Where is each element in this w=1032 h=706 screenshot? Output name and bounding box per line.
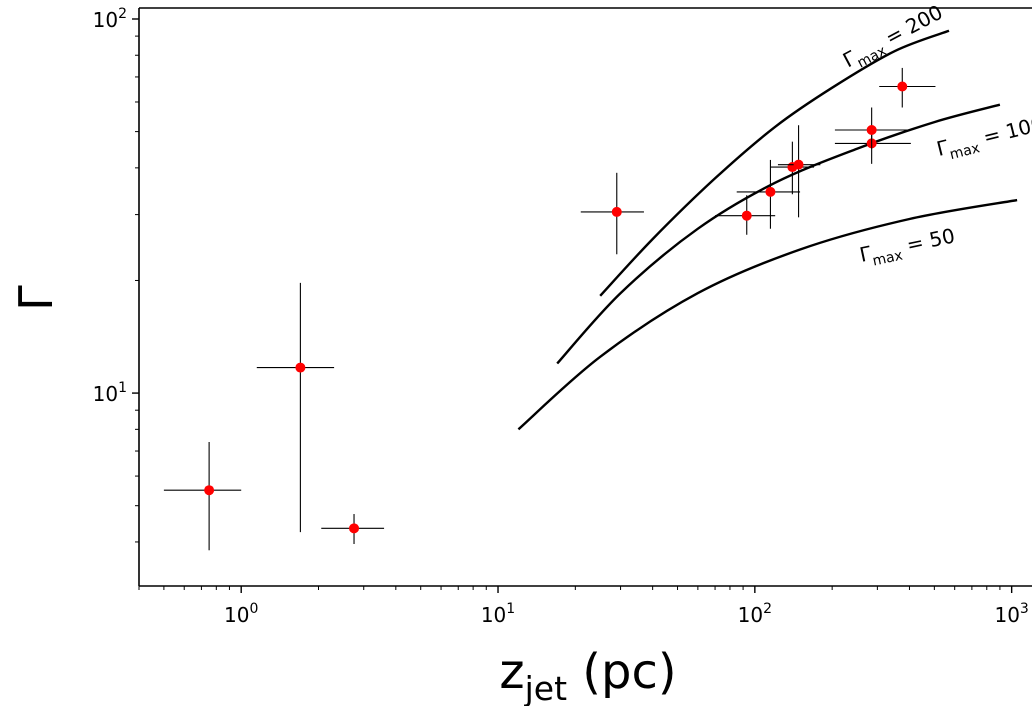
y-tick-label: 102 bbox=[93, 6, 127, 32]
point-marker bbox=[349, 523, 360, 534]
point-marker bbox=[204, 485, 215, 496]
x-tick-label: 100 bbox=[224, 601, 258, 627]
data-point bbox=[879, 67, 936, 108]
x-tick-base: 10 bbox=[224, 603, 249, 627]
x-axis-label-sub: jet bbox=[524, 669, 567, 706]
point-marker bbox=[866, 124, 877, 135]
point-marker bbox=[793, 159, 804, 170]
model-curve-gmax-50 bbox=[517, 198, 1018, 431]
point-marker bbox=[765, 186, 776, 197]
model-curve-gmax-100 bbox=[556, 103, 1001, 365]
x-axis-label: zjet (pc) bbox=[499, 644, 676, 706]
data-point bbox=[256, 282, 335, 533]
plot-area bbox=[139, 8, 1032, 586]
x-axis-label-main: z bbox=[499, 644, 524, 700]
curve-label-subscript: max bbox=[871, 248, 904, 270]
model-curve-gmax-200 bbox=[599, 29, 950, 297]
x-tick-exponent: 3 bbox=[1020, 601, 1029, 617]
point-marker bbox=[611, 206, 622, 217]
data-point bbox=[163, 442, 242, 551]
data-point bbox=[580, 172, 644, 255]
x-tick-base: 10 bbox=[994, 603, 1019, 627]
data-point bbox=[777, 125, 821, 218]
data-point bbox=[715, 195, 776, 235]
x-tick-exponent: 0 bbox=[249, 601, 258, 617]
y-tick-base: 10 bbox=[93, 382, 118, 406]
y-tick-label: 101 bbox=[93, 380, 127, 406]
y-tick-base: 10 bbox=[93, 8, 118, 32]
data-points bbox=[163, 67, 936, 551]
point-marker bbox=[741, 210, 752, 221]
x-tick-exponent: 2 bbox=[763, 601, 772, 617]
data-point bbox=[736, 159, 801, 229]
x-tick-base: 10 bbox=[481, 603, 506, 627]
curve-label-gmax-50: Γmax = 50 bbox=[857, 223, 958, 271]
x-tick-base: 10 bbox=[738, 603, 763, 627]
x-tick-label: 102 bbox=[738, 601, 772, 627]
x-tick-label: 101 bbox=[481, 601, 515, 627]
x-tick-exponent: 1 bbox=[506, 601, 515, 617]
curve-label-value: = 100 bbox=[975, 111, 1032, 151]
model-curves: Γmax = 200 Γmax = 100 Γmax = 50 bbox=[517, 0, 1032, 431]
x-tick-label: 103 bbox=[994, 601, 1028, 627]
point-marker bbox=[295, 362, 306, 373]
curve-label-value: = 50 bbox=[898, 223, 957, 258]
curve-label-gmax-100: Γmax = 100 bbox=[934, 111, 1032, 166]
y-tick-exponent: 2 bbox=[118, 6, 127, 22]
curve-label-subscript: max bbox=[948, 140, 981, 163]
data-point bbox=[321, 514, 385, 544]
data-point bbox=[834, 107, 911, 149]
y-tick-exponent: 1 bbox=[118, 380, 127, 396]
x-axis-label-unit: (pc) bbox=[567, 644, 677, 700]
y-axis-label: Γ bbox=[9, 285, 63, 311]
curve-label-gmax-200: Γmax = 200 bbox=[839, 0, 949, 77]
point-marker bbox=[897, 81, 908, 92]
